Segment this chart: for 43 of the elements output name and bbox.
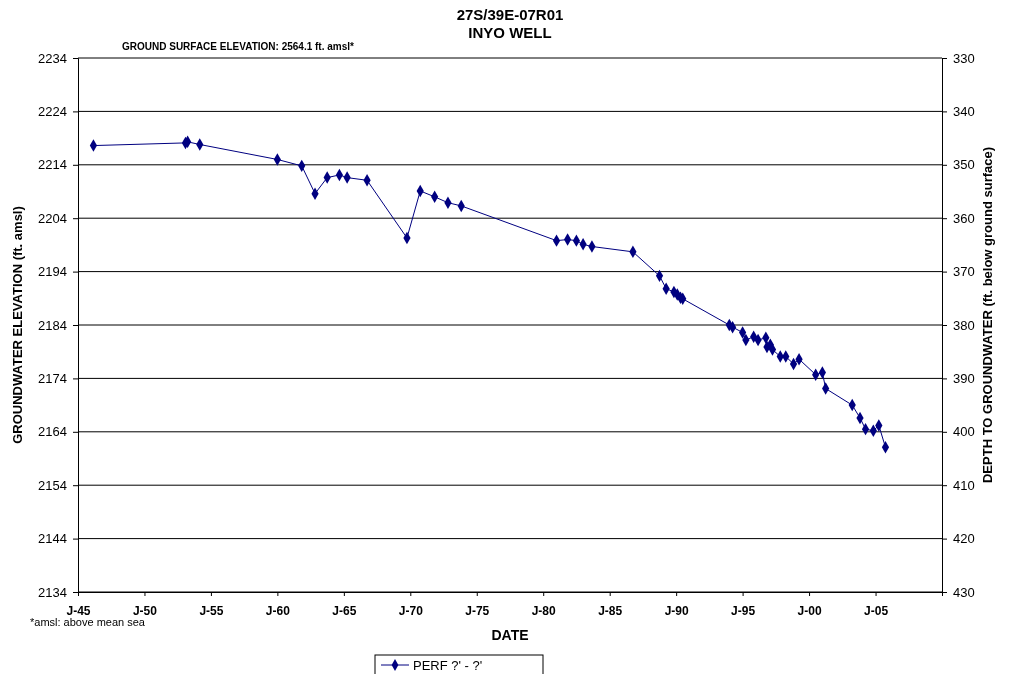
y2-tick-label: 350 bbox=[953, 157, 975, 173]
y-tick-label: 2164 bbox=[38, 424, 67, 440]
y2-tick-label: 370 bbox=[953, 264, 975, 280]
x-tick-label: J-50 bbox=[132, 603, 158, 618]
y2-tick-label: 410 bbox=[953, 477, 975, 493]
x-tick-label: J-80 bbox=[531, 603, 557, 618]
y-tick-label: 2234 bbox=[38, 50, 67, 66]
y-tick-label: 2214 bbox=[38, 157, 67, 173]
x-tick-label: J-95 bbox=[731, 603, 756, 618]
x-axis-title: DATE bbox=[491, 627, 529, 643]
y-tick-label: 2154 bbox=[38, 477, 67, 493]
y2-tick-label: 420 bbox=[953, 531, 975, 547]
y2-tick-label: 390 bbox=[953, 371, 975, 387]
y-tick-label: 2224 bbox=[38, 104, 67, 120]
y-tick-label: 2144 bbox=[38, 531, 67, 547]
y2-tick-label: 340 bbox=[953, 104, 975, 120]
chart-subtitle: INYO WELL bbox=[468, 24, 552, 41]
y-tick-label: 2204 bbox=[38, 210, 67, 226]
x-tick-label: J-75 bbox=[465, 603, 490, 618]
x-tick-label: J-05 bbox=[864, 603, 889, 618]
y2-axis-title: DEPTH TO GROUNDWATER (ft. below ground surface) bbox=[980, 146, 995, 484]
y-tick-label: 2194 bbox=[38, 264, 67, 280]
x-tick-label: J-00 bbox=[797, 603, 822, 618]
y-tick-label: 2174 bbox=[38, 371, 67, 387]
x-tick-label: J-45 bbox=[66, 603, 91, 618]
y2-tick-label: 330 bbox=[953, 50, 975, 66]
text: *amsl: above mean sea bbox=[30, 616, 146, 628]
chart-title: 27S/39E-07R01 bbox=[456, 6, 564, 23]
y-tick-label: 2134 bbox=[38, 584, 67, 600]
x-tick-label: J-60 bbox=[265, 603, 291, 618]
y-axis-title: GROUNDWATER ELEVATION (ft. amsl) bbox=[10, 206, 25, 444]
x-tick-label: J-85 bbox=[598, 603, 623, 618]
x-tick-label: J-55 bbox=[199, 603, 224, 618]
y2-tick-label: 380 bbox=[953, 317, 975, 333]
y2-tick-label: 360 bbox=[953, 210, 975, 226]
x-tick-label: J-70 bbox=[398, 603, 424, 618]
x-tick-label: J-65 bbox=[332, 603, 357, 618]
x-tick-label: J-90 bbox=[664, 603, 689, 618]
legend-label: PERF ?' - ?' bbox=[413, 658, 483, 673]
text: GROUND SURFACE ELEVATION: 2564.1 ft. amsl* bbox=[122, 41, 355, 52]
y-tick-label: 2184 bbox=[38, 317, 67, 333]
y2-tick-label: 400 bbox=[953, 424, 975, 440]
y2-tick-label: 430 bbox=[953, 584, 975, 600]
